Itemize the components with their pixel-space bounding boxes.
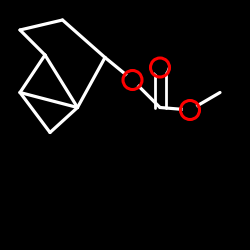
Circle shape <box>153 61 167 74</box>
Circle shape <box>126 73 139 87</box>
Circle shape <box>183 103 197 117</box>
